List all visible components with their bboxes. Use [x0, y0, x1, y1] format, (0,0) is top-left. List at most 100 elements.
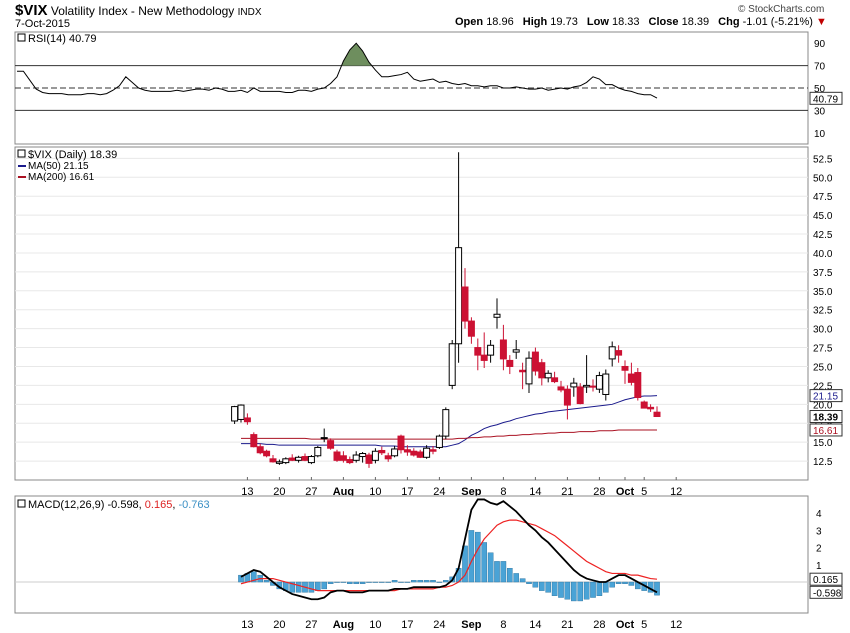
- macd-histogram-bar: [532, 581, 539, 588]
- price-x-label: Oct: [616, 486, 635, 498]
- macd-histogram-bar: [519, 578, 526, 583]
- price-tick-label: 37.5: [813, 268, 833, 279]
- macd-histogram-bar: [526, 581, 532, 584]
- macd-x-label: Aug: [333, 619, 354, 631]
- price-x-label: 14: [529, 486, 541, 498]
- macd-signal-label: 0.165: [813, 575, 838, 586]
- open-label: Open: [455, 16, 484, 28]
- price-tick-label: 30.0: [813, 325, 833, 336]
- macd-histogram-bar: [443, 580, 449, 583]
- candle-body: [269, 458, 277, 463]
- macd-histogram-bar: [507, 568, 513, 583]
- candle-body: [448, 343, 456, 386]
- price-panel: 12.515.017.520.022.525.027.530.032.535.0…: [14, 146, 843, 498]
- low-value: 18.33: [611, 16, 640, 28]
- macd-value-label: -0.598: [813, 588, 842, 599]
- candle-body: [544, 372, 552, 379]
- macd-x-label: Sep: [461, 619, 481, 631]
- macd-x-label: 12: [670, 619, 682, 631]
- price-tick-label: 50.0: [813, 173, 833, 184]
- candle-body: [359, 453, 367, 458]
- macd-histogram-bar: [558, 581, 564, 598]
- candle-body: [608, 346, 616, 360]
- ma200-legend: MA(200) 16.61: [28, 172, 95, 183]
- candle-body: [410, 450, 418, 456]
- candle-body: [391, 448, 399, 457]
- candle-body: [435, 435, 443, 448]
- macd-x-label: 20: [273, 619, 285, 631]
- candle-body: [237, 404, 245, 420]
- price-tick-label: 12.5: [813, 457, 833, 468]
- macd-histogram-bar: [475, 531, 481, 583]
- price-x-label: 28: [593, 486, 605, 498]
- rsi-legend: RSI(14) 40.79: [28, 33, 96, 45]
- macd-histogram-bar: [308, 581, 315, 593]
- macd-legend-macd: -0.598,: [107, 499, 144, 511]
- price-tick-label: 22.5: [813, 381, 833, 392]
- ma200-value-box: [809, 423, 843, 437]
- candle-body: [487, 344, 495, 356]
- candle-body: [339, 455, 347, 461]
- chg-value: -1.01 (-5.21%): [742, 16, 813, 28]
- macd-legend-sep: ,: [172, 499, 178, 511]
- price-x-label: 5: [641, 486, 647, 498]
- price-x-label: 17: [401, 486, 413, 498]
- macd-histogram-bar: [596, 581, 603, 596]
- candle-body: [615, 350, 623, 356]
- candle-body: [519, 369, 527, 373]
- candle-body: [493, 313, 501, 318]
- macd-histogram-bar: [609, 581, 615, 588]
- macd-histogram-bar: [411, 580, 417, 583]
- candle-body: [263, 450, 271, 457]
- candle-body: [346, 459, 354, 464]
- candle-body: [327, 440, 335, 449]
- price-x-label: 8: [500, 486, 506, 498]
- rsi-tick-label: 70: [814, 62, 826, 73]
- price-tick-label: 35.0: [813, 287, 833, 298]
- macd-x-label: 24: [433, 619, 445, 631]
- rsi-tick-label: 30: [814, 106, 826, 117]
- rsi-panel: 10 30 50 70 90 40.79 RSI(14) 40.79: [14, 31, 843, 145]
- rsi-value-label: 40.79: [813, 94, 838, 105]
- macd-histogram-bar: [430, 580, 436, 583]
- macd-histogram-bar: [583, 581, 590, 600]
- price-x-label: 13: [241, 486, 253, 498]
- candle-body: [250, 434, 258, 448]
- candle-body: [352, 454, 360, 461]
- macd-histogram-bar: [417, 580, 424, 583]
- macd-histogram-bar: [571, 581, 577, 602]
- price-legend: $VIX (Daily) 18.39: [28, 149, 117, 161]
- ma200-line: [241, 429, 658, 440]
- close-label: Close: [648, 16, 679, 28]
- open-value: 18.96: [486, 16, 514, 28]
- price-tick-label: 42.5: [813, 230, 833, 241]
- macd-x-label: 14: [529, 619, 541, 631]
- macd-x-label: 27: [305, 619, 317, 631]
- macd-histogram-bar: [564, 581, 571, 600]
- macd-x-label: 13: [241, 619, 253, 631]
- ohlc-readout: Open 18.96 High 19.73 Low 18.33 Close 18…: [455, 16, 827, 28]
- macd-histogram-bar: [334, 581, 340, 583]
- macd-histogram-bar: [404, 581, 411, 583]
- price-x-label: 27: [305, 486, 317, 498]
- candle-body: [282, 458, 290, 464]
- candle-body: [461, 286, 469, 322]
- candle-body: [397, 435, 405, 451]
- price-x-label: 21: [561, 486, 573, 498]
- candle-body: [602, 373, 610, 395]
- candle-body: [384, 455, 392, 460]
- price-tick-label: 25.0: [813, 362, 833, 373]
- chart-date: 7-Oct-2015: [15, 18, 71, 30]
- macd-histogram-bar: [372, 581, 379, 583]
- candle-body: [551, 377, 559, 383]
- macd-histogram-bar: [622, 581, 628, 584]
- candle-body: [563, 388, 571, 406]
- macd-histogram-bar: [500, 561, 507, 583]
- macd-histogram-bar: [436, 581, 443, 583]
- macd-histogram-bar: [539, 581, 545, 591]
- candle-body: [314, 446, 322, 457]
- macd-histogram-bar: [250, 571, 257, 583]
- price-x-label: 10: [369, 486, 381, 498]
- candle-body: [403, 449, 411, 453]
